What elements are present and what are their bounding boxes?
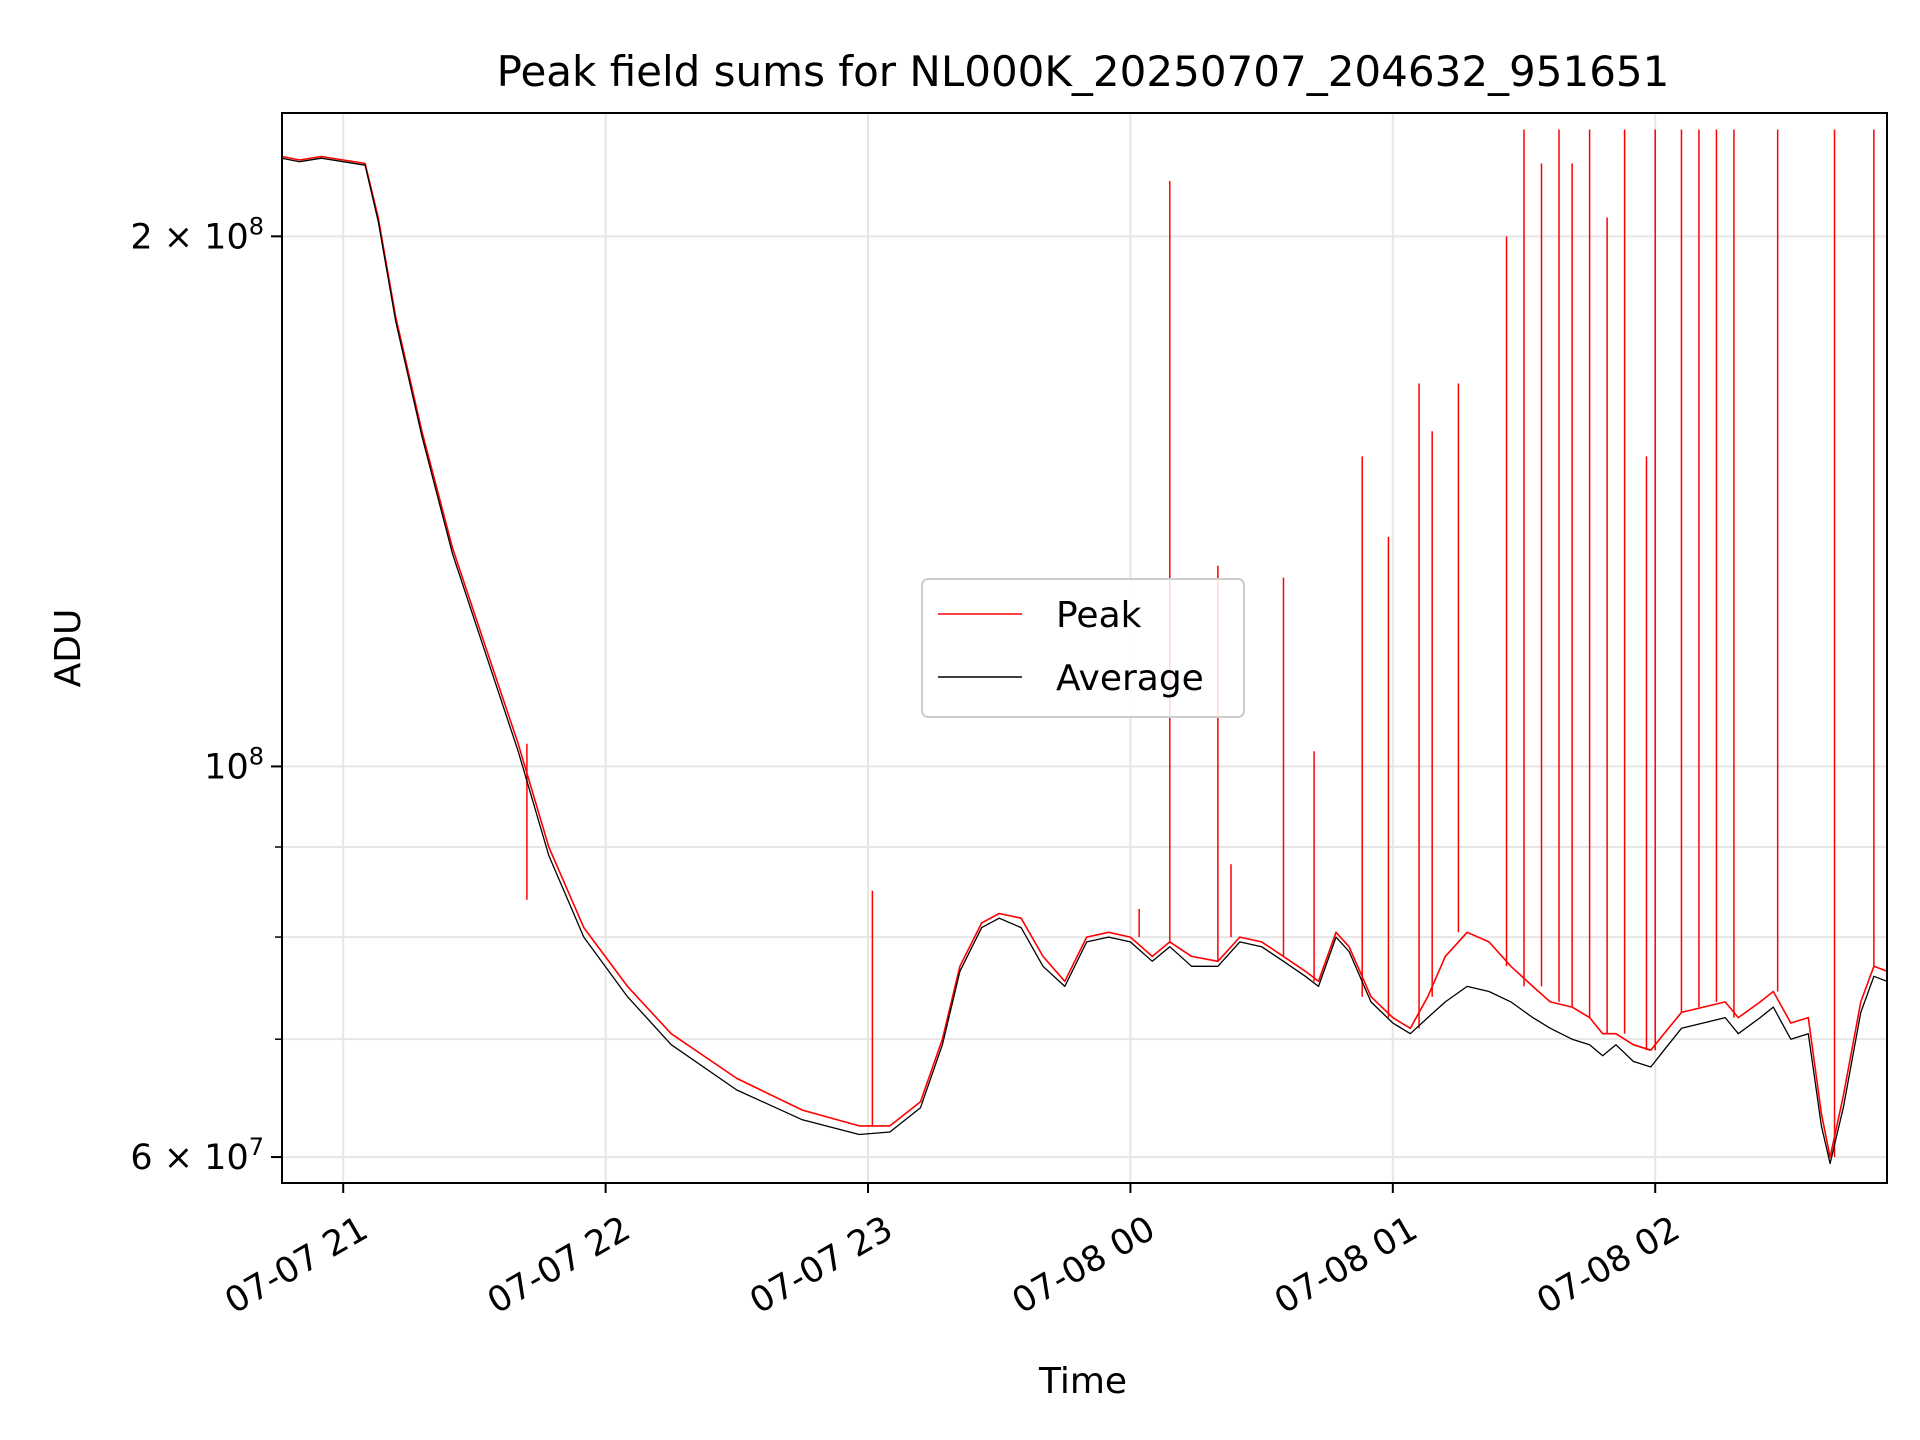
plot-frame (281, 112, 1888, 1184)
series-layer (281, 129, 1888, 1165)
average-line (281, 157, 1888, 1165)
y-tick-label: 2 × 108 (130, 212, 264, 257)
peak-line (281, 155, 1888, 1158)
y-axis-title: ADU (48, 609, 89, 688)
legend: Peak Average (921, 578, 1245, 718)
y-tick-label: 6 × 107 (130, 1133, 264, 1178)
x-axis-title: Time (1038, 1361, 1127, 1402)
y-tick-label: 108 (204, 742, 264, 787)
legend-peak-label: Peak (1056, 595, 1142, 636)
chart-title: Peak field sums for NL000K_20250707_2046… (497, 47, 1670, 96)
legend-average-label: Average (1056, 658, 1204, 699)
